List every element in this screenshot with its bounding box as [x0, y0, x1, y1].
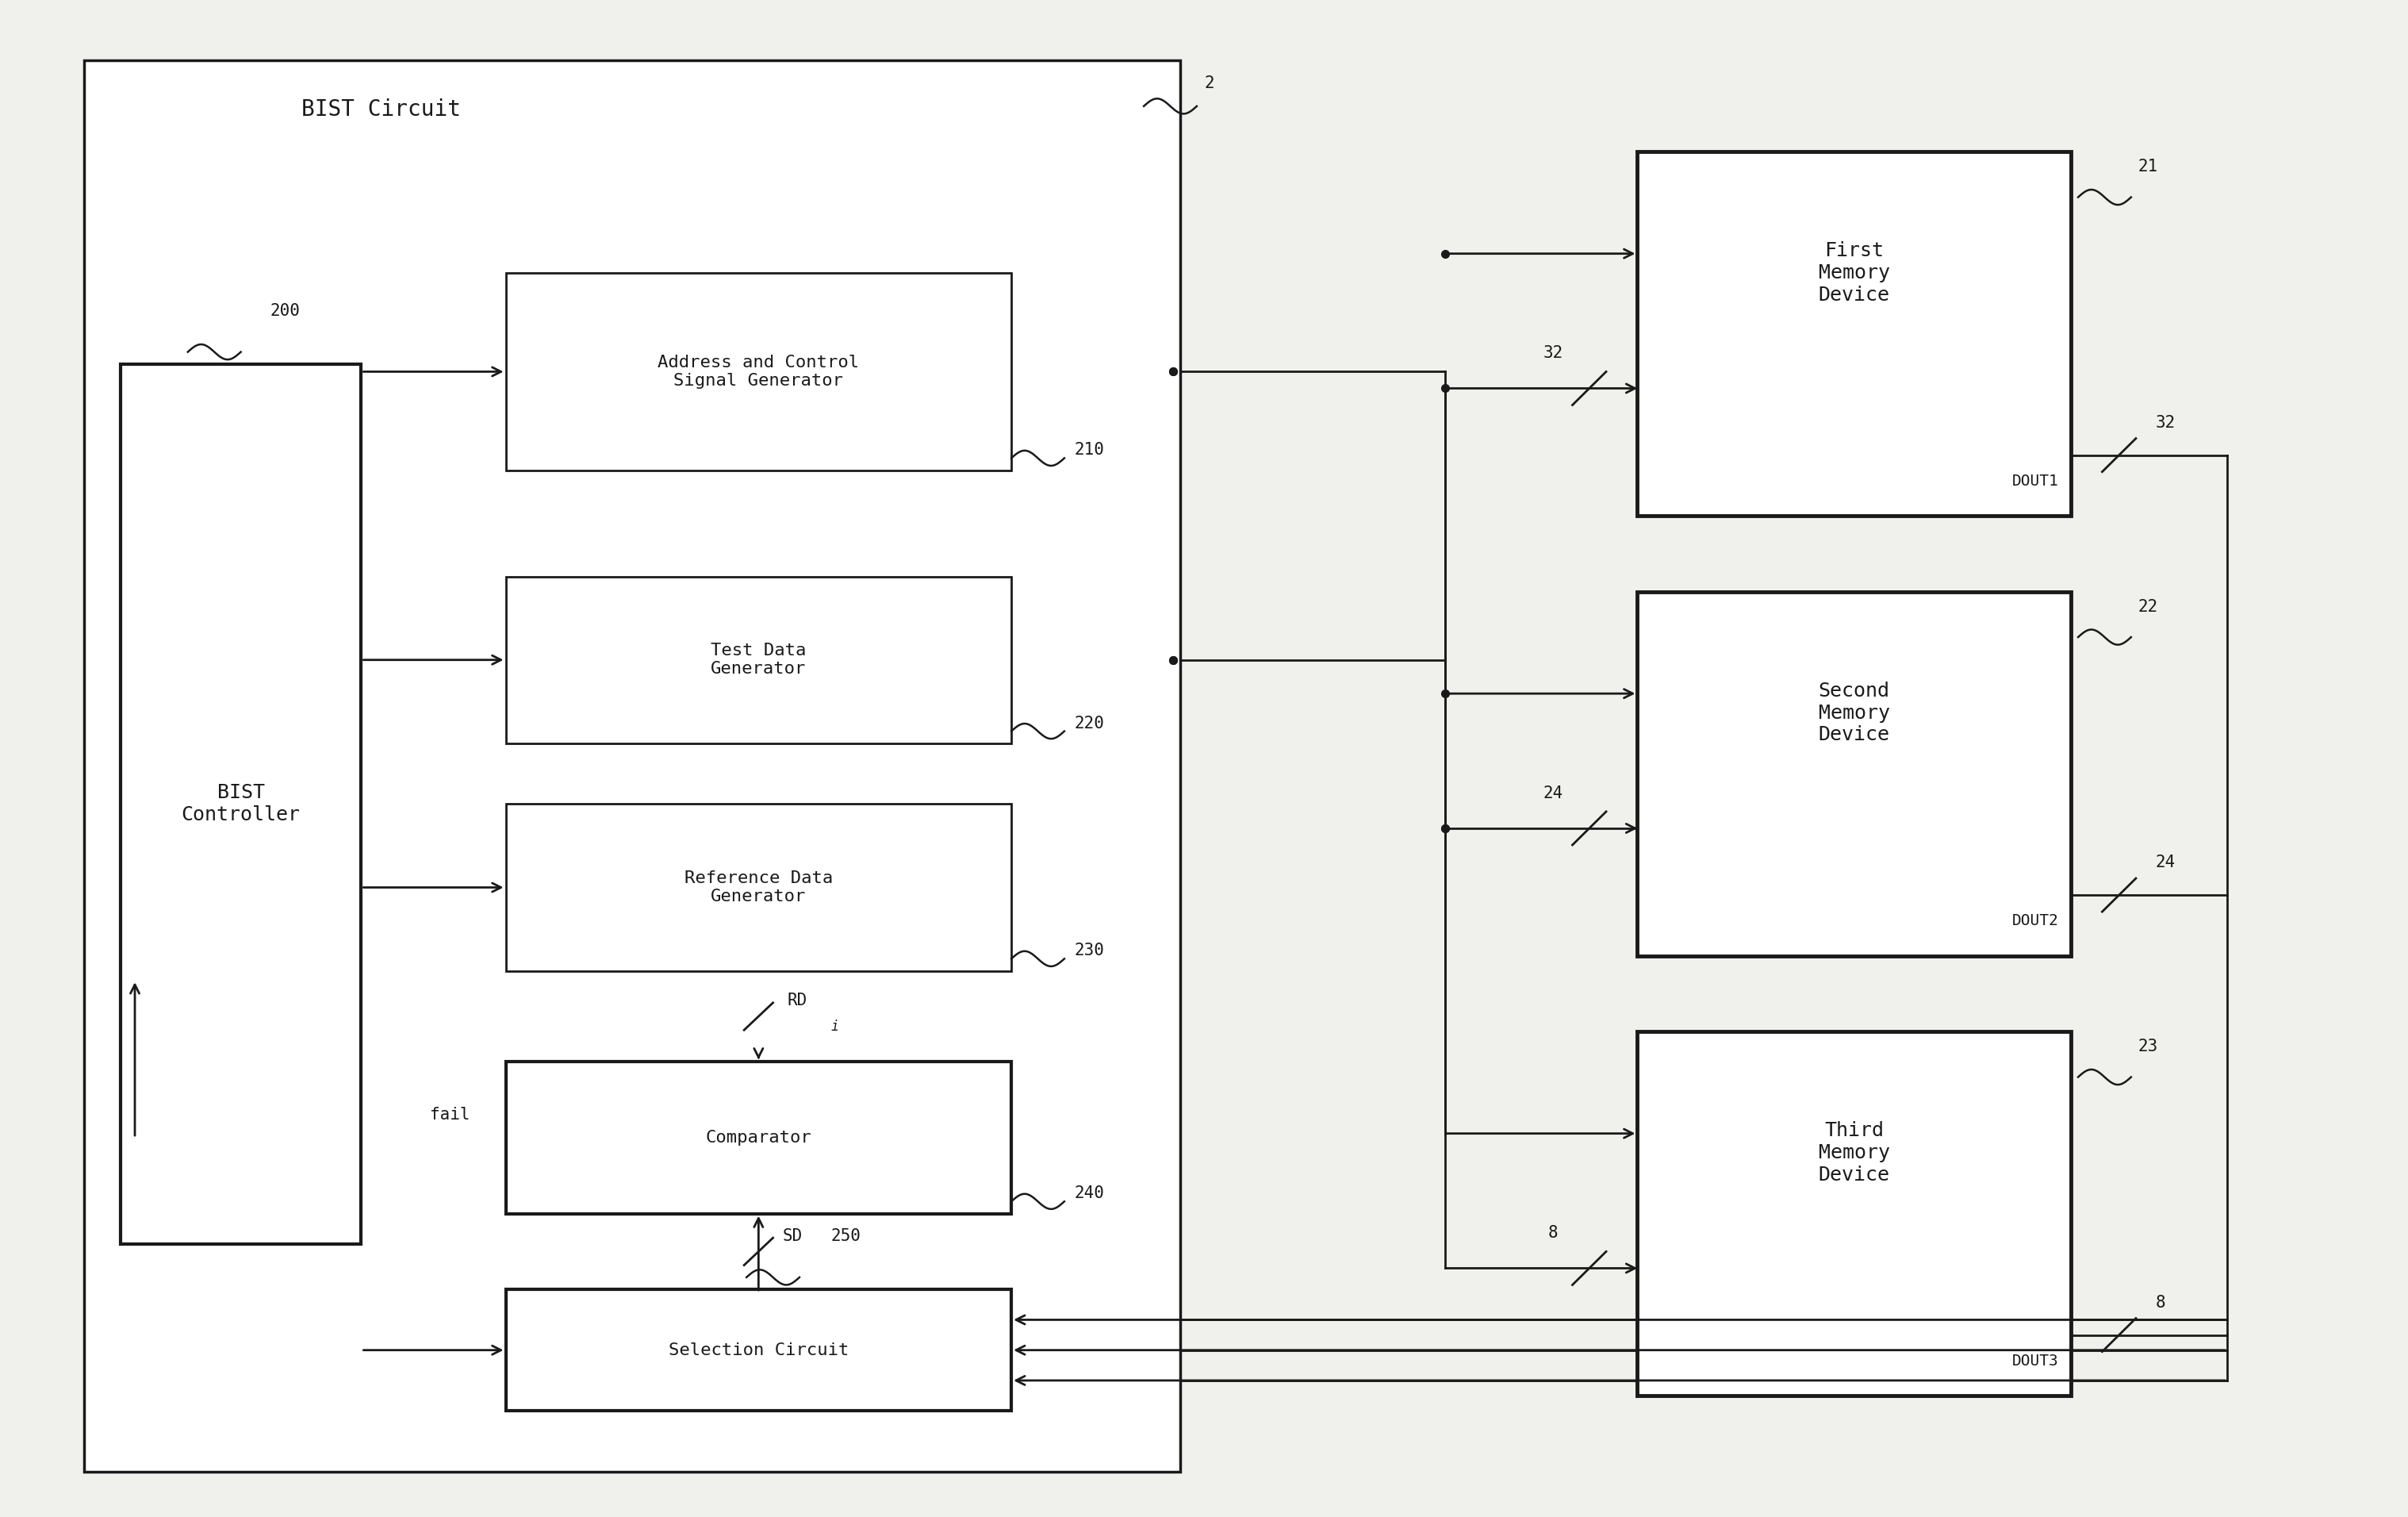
- Text: Selection Circuit: Selection Circuit: [669, 1343, 848, 1358]
- Text: 230: 230: [1074, 944, 1103, 959]
- Text: 24: 24: [1544, 786, 1563, 801]
- Bar: [506, 1289, 1011, 1411]
- Text: 8: 8: [2155, 1296, 2165, 1311]
- Text: 2: 2: [1204, 76, 1214, 91]
- Text: DOUT1: DOUT1: [2013, 473, 2059, 488]
- Text: 8: 8: [1548, 1226, 1558, 1241]
- Text: DOUT3: DOUT3: [2013, 1353, 2059, 1368]
- Bar: [1637, 592, 2071, 956]
- Bar: [506, 576, 1011, 743]
- Text: 250: 250: [831, 1229, 860, 1244]
- Text: SD: SD: [783, 1229, 802, 1244]
- Text: 32: 32: [2155, 416, 2174, 431]
- Text: RD: RD: [787, 994, 807, 1009]
- Text: Second
Memory
Device: Second Memory Device: [1818, 681, 1890, 745]
- Text: 220: 220: [1074, 716, 1103, 731]
- Text: fail: fail: [429, 1107, 470, 1123]
- Text: BIST
Controller: BIST Controller: [181, 783, 301, 825]
- Text: 200: 200: [270, 303, 299, 319]
- Text: Reference Data
Generator: Reference Data Generator: [684, 871, 833, 904]
- Text: 22: 22: [2138, 599, 2158, 614]
- Text: 32: 32: [1544, 346, 1563, 361]
- Text: 24: 24: [2155, 856, 2174, 871]
- Text: BIST Circuit: BIST Circuit: [301, 99, 460, 121]
- Bar: [1637, 152, 2071, 516]
- Text: i: i: [831, 1019, 838, 1033]
- Text: Comparator: Comparator: [706, 1130, 811, 1145]
- Text: Third
Memory
Device: Third Memory Device: [1818, 1121, 1890, 1185]
- Bar: [506, 804, 1011, 971]
- Text: 23: 23: [2138, 1039, 2158, 1054]
- Bar: [120, 364, 361, 1244]
- Text: 240: 240: [1074, 1186, 1103, 1201]
- Bar: [506, 1062, 1011, 1214]
- Text: DOUT2: DOUT2: [2013, 913, 2059, 928]
- Text: 210: 210: [1074, 443, 1103, 458]
- Text: First
Memory
Device: First Memory Device: [1818, 241, 1890, 305]
- Text: 21: 21: [2138, 159, 2158, 174]
- Text: Address and Control
Signal Generator: Address and Control Signal Generator: [657, 355, 860, 388]
- Bar: [1637, 1032, 2071, 1396]
- Text: Test Data
Generator: Test Data Generator: [710, 643, 807, 677]
- Bar: [84, 61, 1180, 1471]
- Bar: [506, 273, 1011, 470]
